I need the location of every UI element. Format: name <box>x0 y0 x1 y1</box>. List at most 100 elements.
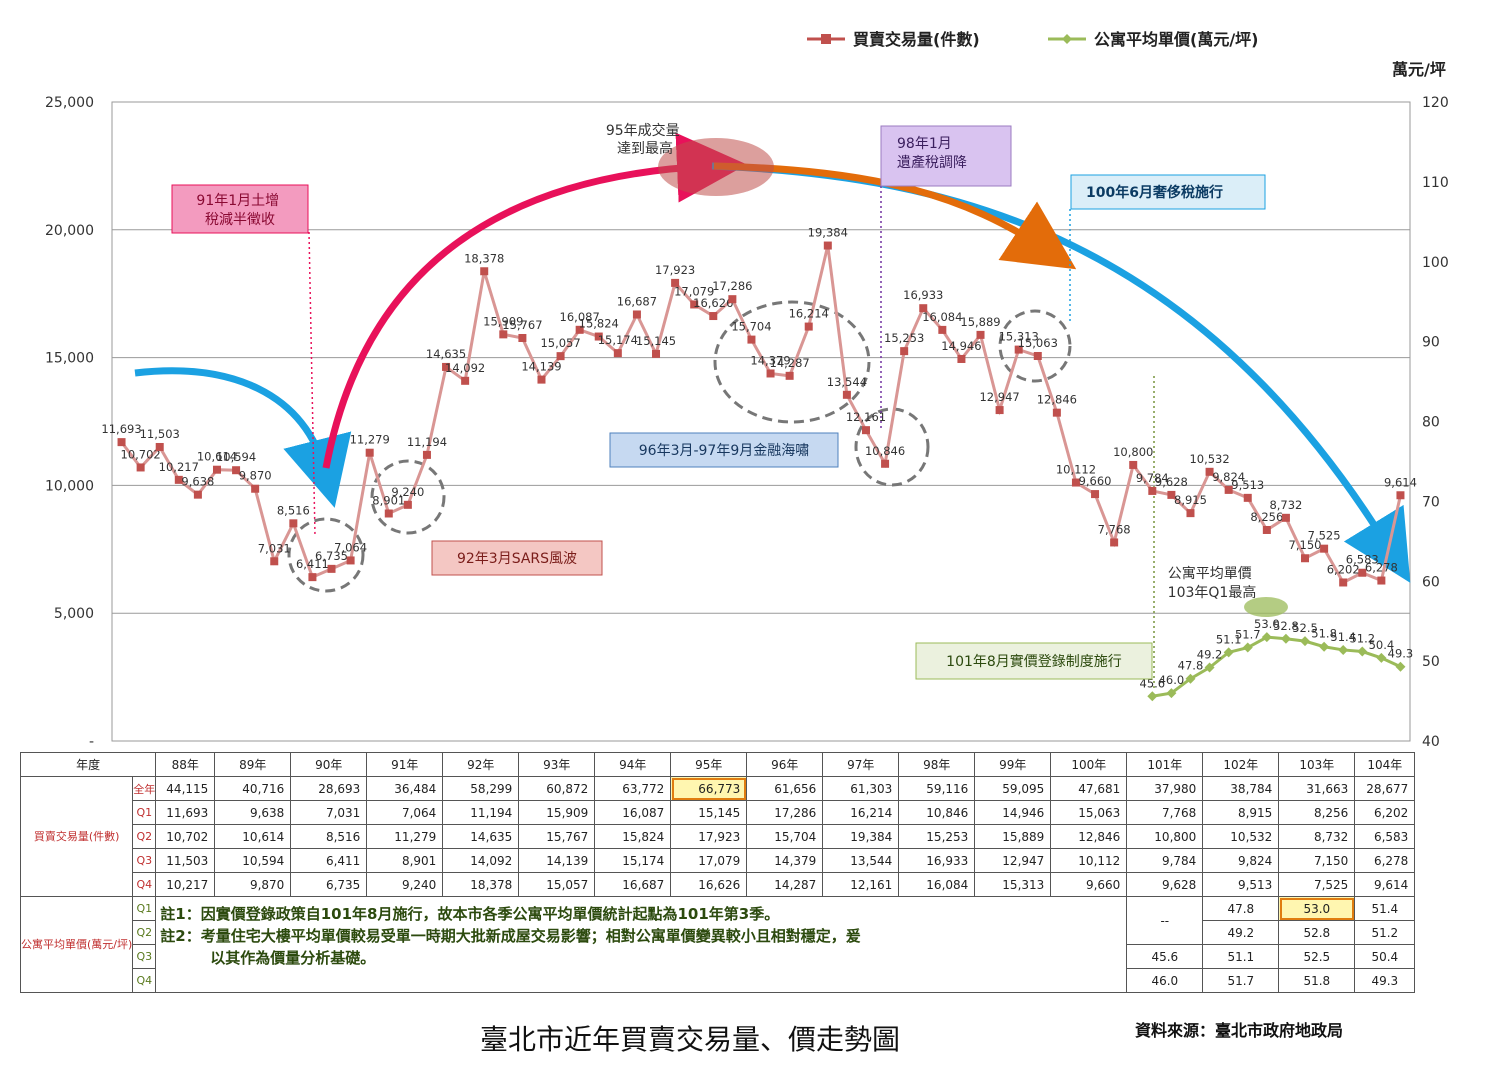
price-point <box>1357 646 1368 657</box>
volume-cell: 7,525 <box>1278 872 1356 897</box>
volume-data-label: 8,516 <box>277 503 310 517</box>
rise-arrow-90-95 <box>322 132 747 469</box>
volume-cell: 14,287 <box>746 872 824 897</box>
volume-cell: 37,980 <box>1126 776 1204 801</box>
price-cell: 51.7 <box>1202 968 1280 993</box>
volume-data-label: 8,732 <box>1269 498 1302 512</box>
volume-cell: 15,909 <box>518 800 596 825</box>
volume-point <box>480 267 489 276</box>
volume-point <box>1320 544 1329 553</box>
volume-data-label: 15,174 <box>598 333 638 347</box>
price-point <box>1147 691 1158 702</box>
annotation-estate-tax: 98年1月 遺產稅調降 <box>880 125 1012 187</box>
volume-point <box>308 573 317 582</box>
volume-cell: 16,214 <box>822 800 900 825</box>
volume-point <box>632 310 641 319</box>
left-tick-label: 15,000 <box>45 351 94 367</box>
volume-data-label: 7,768 <box>1098 522 1131 536</box>
volume-cell: 11,194 <box>442 800 520 825</box>
volume-data-label: 15,767 <box>502 318 542 332</box>
volume-data-label: 9,638 <box>181 475 214 489</box>
volume-point <box>900 347 909 356</box>
price-volume-chart: - 5,000 10,000 15,000 20,000 25,000 40 50 60 70 8… <box>45 30 1449 750</box>
price-data-label: 51.7 <box>1235 628 1261 642</box>
volume-point <box>117 438 126 447</box>
table-row: Q4 46.0 51.7 51.8 49.3 <box>21 968 1416 993</box>
volume-data-label: 9,660 <box>1079 474 1112 488</box>
volume-data-label: 10,614 <box>197 450 237 464</box>
volume-cell: 6,735 <box>290 872 368 897</box>
annotation-luxury-tax: 100年6月奢侈稅施行 <box>1070 174 1266 210</box>
left-tick-label: 10,000 <box>45 478 94 494</box>
volume-data-label: 6,278 <box>1365 561 1398 575</box>
annotation-estate-tax-text: 98年1月 遺產稅調降 <box>897 136 967 171</box>
annotation-financial-crisis-text: 96年3月-97年9月金融海嘯 <box>639 443 810 459</box>
peak-highlight-ellipse <box>658 138 774 196</box>
table-header-year: 97年 <box>822 752 900 777</box>
note-1: 註1：因實價登錄政策自101年8月施行，故本市各季公寓平均單價統計起點為101年… <box>160 905 780 923</box>
volume-cell: 9,614 <box>1354 872 1416 897</box>
volume-data-label: 8,256 <box>1250 510 1283 524</box>
dip-2009-ellipse <box>854 407 930 487</box>
volume-point <box>327 564 336 573</box>
price-point <box>1185 673 1196 684</box>
annotation-real-price-text: 101年8月實價登錄制度施行 <box>946 653 1122 670</box>
volume-point <box>1339 578 1348 587</box>
volume-point <box>422 450 431 459</box>
decline-arrow-95-100 <box>713 162 1077 270</box>
price-cell: 45.6 <box>1126 944 1204 969</box>
volume-point <box>842 390 851 399</box>
volume-cell: 16,084 <box>898 872 976 897</box>
volume-cell: 15,313 <box>974 872 1052 897</box>
volume-cell: 8,901 <box>366 848 444 873</box>
volume-data-label: 8,901 <box>372 493 405 507</box>
volume-point <box>1224 485 1233 494</box>
chart-caption: 臺北市近年買賣交易量、價走勢圖 <box>480 1023 901 1056</box>
volume-data-label: 15,063 <box>1018 336 1058 350</box>
volume-data-label: 7,150 <box>1289 538 1322 552</box>
volume-data-label: 6,735 <box>315 549 348 563</box>
max-price-cell: 53.0 <box>1278 896 1356 921</box>
volume-point <box>212 465 221 474</box>
price-cell: 51.8 <box>1278 968 1356 993</box>
volume-data-label: 19,384 <box>808 226 848 240</box>
volume-cell: 10,532 <box>1202 824 1280 849</box>
volume-data-label: 9,240 <box>391 485 424 499</box>
volume-point <box>594 332 603 341</box>
volume-data-label: 16,687 <box>617 294 657 308</box>
table-header-year: 99年 <box>974 752 1052 777</box>
volume-data-label: 9,614 <box>1384 475 1417 489</box>
legend-price-marker <box>1062 34 1072 44</box>
price-point <box>1204 662 1215 673</box>
volume-cell: 8,732 <box>1278 824 1356 849</box>
volume-cell: 11,503 <box>155 848 216 873</box>
volume-data-label: 12,846 <box>1037 393 1077 407</box>
volume-cell: 12,846 <box>1050 824 1128 849</box>
price-series: 45.646.047.849.2 51.151.753.052.852.551.8… <box>1140 617 1414 702</box>
volume-cell: 8,915 <box>1202 800 1280 825</box>
annotation-financial-crisis: 96年3月-97年9月金融海嘯 <box>609 432 839 468</box>
table-header-year: 101年 <box>1126 752 1204 777</box>
volume-data-label: 15,313 <box>999 330 1039 344</box>
volume-cell: 6,411 <box>290 848 368 873</box>
price-data-label: 49.3 <box>1388 647 1414 661</box>
volume-point <box>1033 351 1042 360</box>
price-cell: 51.4 <box>1354 896 1416 921</box>
volume-data-label: 16,933 <box>903 288 943 302</box>
data-table-body: 年度 88年 89年 90年 91年 92年 93年 94年 95年 96年 97年 98年 99年 10… <box>19 752 1416 993</box>
volume-cell: 16,933 <box>898 848 976 873</box>
volume-data-label: 16,626 <box>693 296 733 310</box>
volume-cell: 16,687 <box>594 872 672 897</box>
volume-cell: 15,253 <box>898 824 976 849</box>
volume-point <box>861 426 870 435</box>
volume-cell: 15,174 <box>594 848 672 873</box>
volume-data-label: 10,594 <box>216 450 256 464</box>
annotation-real-price: 101年8月實價登錄制度施行 <box>915 642 1153 680</box>
volume-cell: 11,279 <box>366 824 444 849</box>
table-row: 年度 88年 89年 90年 91年 92年 93年 94年 95年 96年 97年 98年 99年 10… <box>19 752 1416 777</box>
annotation-peak-line2: 達到最高 <box>617 140 673 157</box>
left-tick-label: 20,000 <box>45 223 94 239</box>
price-peak-ellipse <box>1244 597 1288 617</box>
volume-point <box>365 448 374 457</box>
volume-data-label: 7,525 <box>1308 529 1341 543</box>
